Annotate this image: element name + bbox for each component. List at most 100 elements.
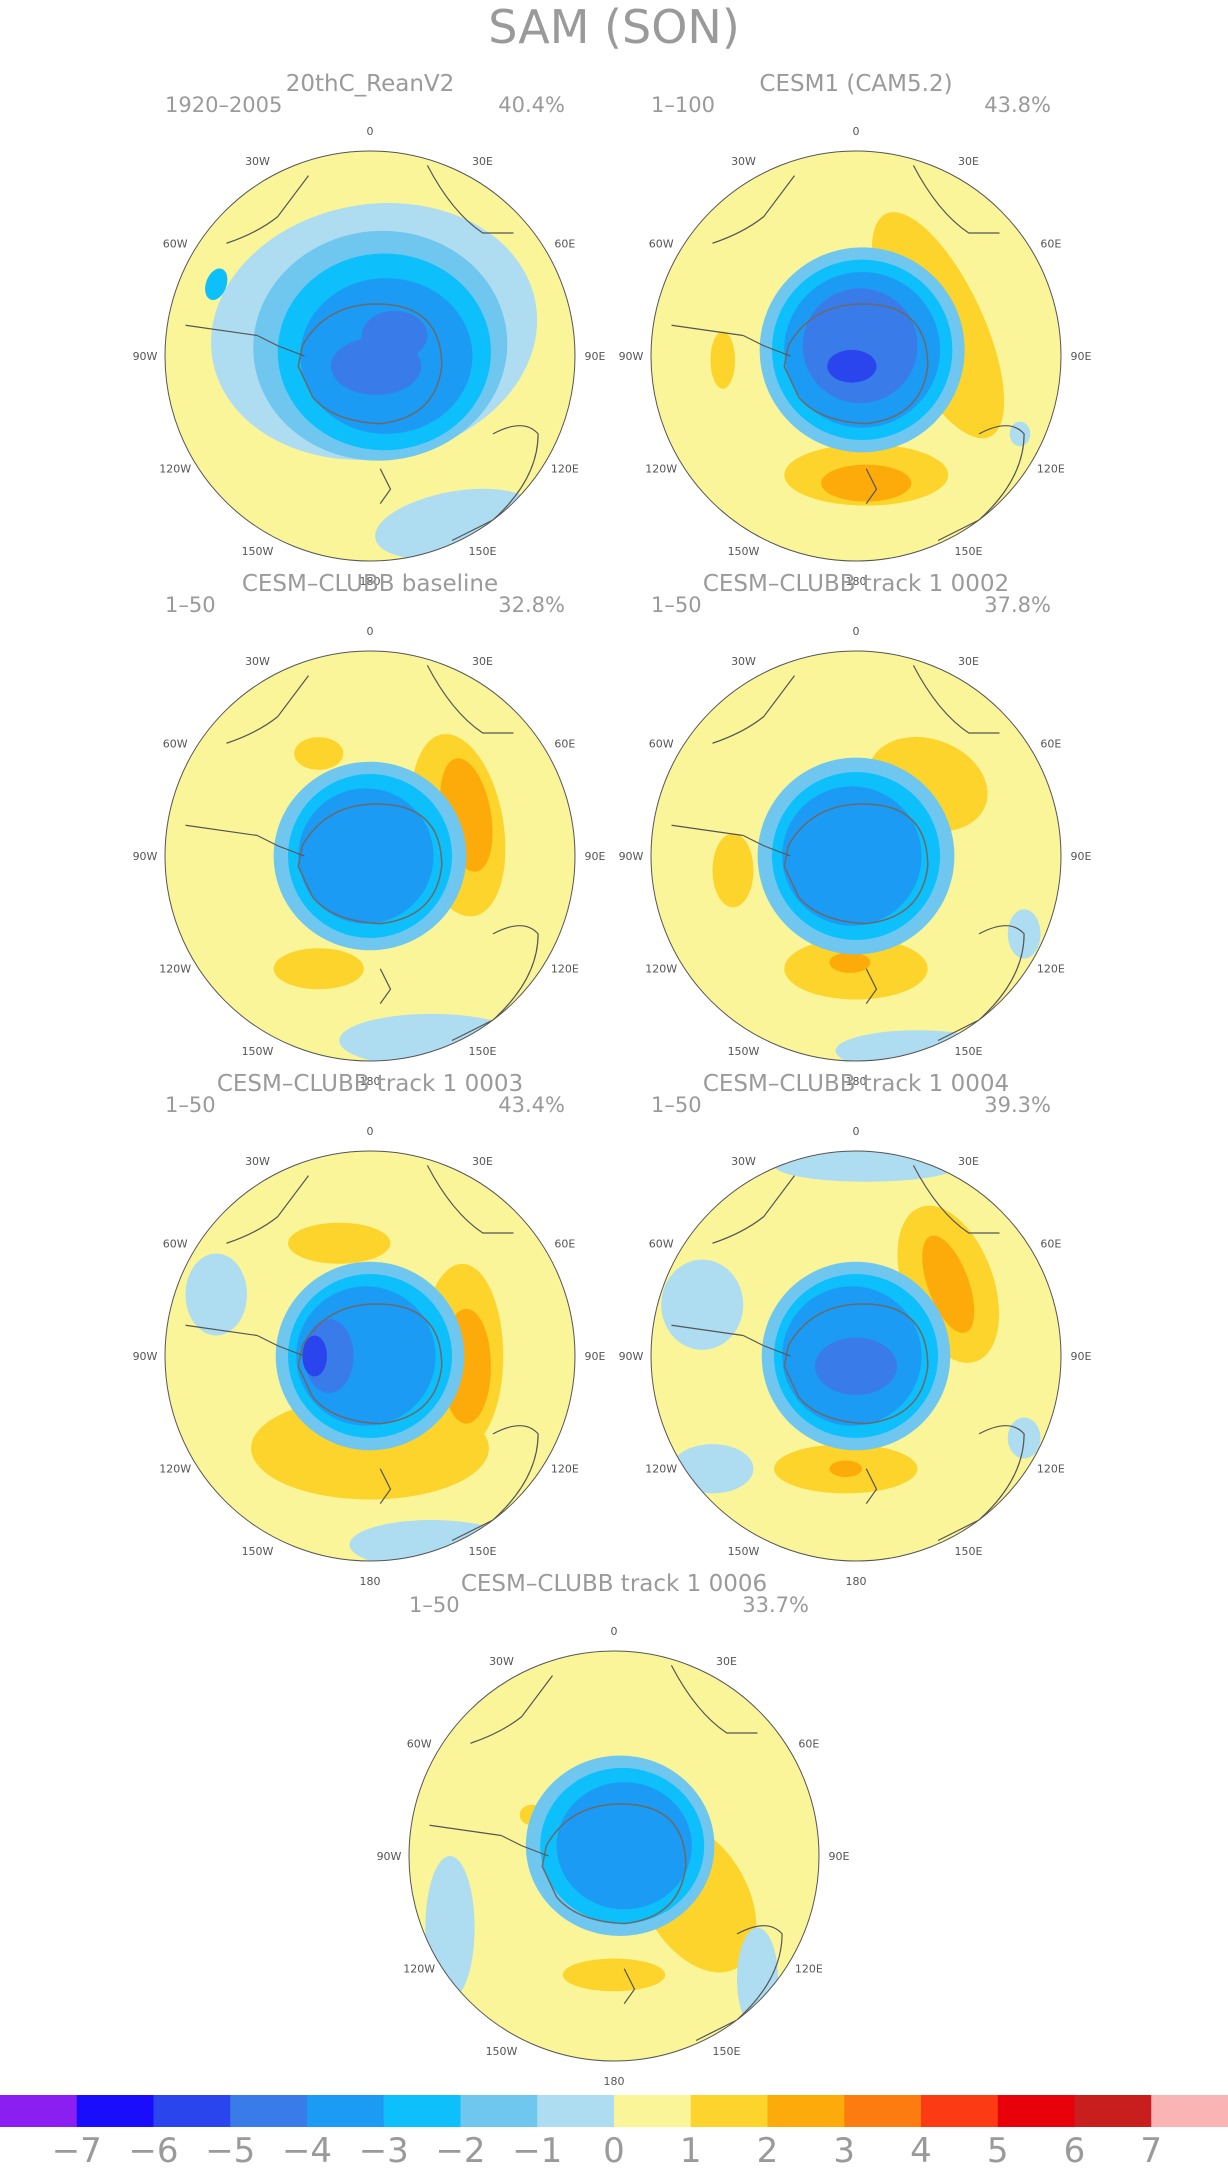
colorbar-label: 6 [1064,2131,1086,2168]
colorbar-swatch [307,2095,385,2127]
map-border [408,1650,820,2062]
lon-label: 150W [728,545,760,558]
continent-coastline [912,1165,1000,1234]
continent-coastline [623,1968,636,2004]
contour-region [288,1222,391,1264]
panel-title: CESM–CLUBB track 1 0003 [217,1071,523,1097]
contour-region [710,331,736,389]
peninsula-coastline [256,834,305,857]
peninsula-coastline [256,1334,305,1357]
contour-region [829,952,871,973]
contour-region [556,1782,692,1910]
panel-title: CESM–CLUBB track 1 0006 [461,1571,767,1597]
contour-region [671,1444,754,1494]
lon-label: 180 [360,1075,381,1088]
continent-coastline [937,1425,1025,1542]
colorbar-swatch [690,2095,768,2127]
colorbar-swatch [153,2095,231,2127]
panel-period: 1–50 [165,1093,216,1117]
continent-coastline [451,425,539,542]
panel-variance-pct: 32.8% [498,593,565,617]
lon-label: 90W [619,850,644,863]
lon-label: 60W [163,738,188,751]
continent-coastline [185,1324,258,1337]
lon-label: 60W [649,738,674,751]
lon-label: 180 [360,575,381,588]
contour-region [827,349,877,383]
lon-label: 30E [472,1155,493,1168]
lon-label: 60W [163,238,188,251]
colorbar-label: −2 [435,2131,485,2168]
map-border [650,650,1062,1062]
lon-label: 90E [829,1850,850,1863]
panel-title: CESM–CLUBB track 1 0004 [703,1071,1009,1097]
colorbar-label: 4 [910,2131,932,2168]
peninsula-coastline [742,1334,791,1357]
lon-label: 180 [846,575,867,588]
continent-coastline [226,1175,309,1244]
contour-region [302,1335,327,1377]
lon-label: 120E [551,463,579,476]
lon-label: 90W [619,350,644,363]
peninsula-coastline [256,334,305,357]
panel-period: 1–50 [651,593,702,617]
continent-coastline [426,665,514,734]
map-border [164,650,576,1062]
continent-coastline [379,1468,392,1504]
peninsula-coastline [742,334,791,357]
lon-label: 150E [469,1545,497,1558]
colorbar-label: 1 [680,2131,702,2168]
colorbar-swatch [383,2095,461,2127]
contour-region [815,1337,897,1395]
lon-label: 120W [159,963,191,976]
lon-label: 30E [958,155,979,168]
continent-coastline [670,1665,758,1734]
lon-label: 150E [713,2045,741,2058]
continent-coastline [695,1925,783,2042]
continent-coastline [712,675,795,744]
lon-label: 30E [716,1655,737,1668]
continent-coastline [379,468,392,504]
continent-coastline [712,1175,795,1244]
contour-region [562,1958,666,1992]
map-border [650,1150,1062,1562]
figure-title: SAM (SON) [488,0,740,54]
colorbar-label: −7 [52,2131,102,2168]
lon-label: 0 [853,625,860,638]
lon-label: 180 [604,2075,625,2088]
lon-label: 30W [731,155,756,168]
continent-coastline [226,175,309,244]
contour-region [425,1856,475,2000]
lon-label: 60E [554,238,575,251]
lon-label: 150W [242,1545,274,1558]
lon-label: 0 [853,125,860,138]
contour-region [273,948,364,990]
lon-label: 120E [1037,463,1065,476]
contour-region [712,833,754,908]
continent-coastline [865,1468,878,1504]
lon-label: 90W [133,850,158,863]
continent-coastline [429,1824,502,1837]
continent-coastline [937,925,1025,1042]
panel-title: CESM1 (CAM5.2) [759,71,952,97]
map-panel: 0 30E 60E 90E 120E 150E 180 150W 120W 90W 60W 30W CE… [133,571,606,1088]
map-panel: 0 30E 60E 90E 120E 150E 180 150W 120W 90W 60W 30W CE… [133,1071,606,1588]
lon-label: 150W [486,2045,518,2058]
lon-label: 90W [377,1850,402,1863]
continent-coastline [712,175,795,244]
lon-label: 120W [159,463,191,476]
lon-label: 30W [245,655,270,668]
lon-label: 30W [245,155,270,168]
continent-coastline [451,925,539,1042]
colorbar-label: −4 [282,2131,332,2168]
colorbar-swatch [767,2095,845,2127]
lon-label: 60E [798,1738,819,1751]
lon-label: 90E [1071,850,1092,863]
peninsula-coastline [500,1834,549,1857]
lon-label: 120W [645,1463,677,1476]
lon-label: 90E [585,850,606,863]
lon-label: 90W [133,1350,158,1363]
panel-variance-pct: 43.4% [498,1093,565,1117]
continent-coastline [671,1324,744,1337]
lon-label: 0 [367,625,374,638]
